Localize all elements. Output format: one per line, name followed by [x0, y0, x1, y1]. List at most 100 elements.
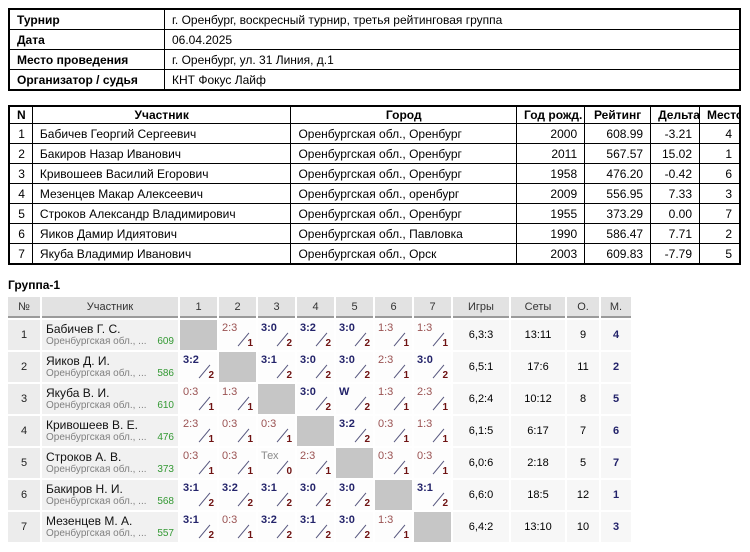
- match-points: 1: [208, 466, 214, 477]
- group-row-number: 1: [8, 320, 40, 350]
- participant-delta: 7.71: [650, 223, 701, 244]
- participants-column-header: Рейтинг: [584, 105, 652, 124]
- info-value: КНТ Фокус Лайф: [164, 69, 741, 91]
- table-row: 2 Бакиров Назар Иванович Оренбургская обл.…: [8, 143, 741, 164]
- group-participant-name: Бакиров Н. И.: [46, 482, 123, 496]
- match-score: 3:1: [183, 514, 199, 526]
- result-cell: 0:3 1: [180, 448, 217, 478]
- match-points: 1: [442, 466, 448, 477]
- participant-name: Яиков Дамир Идиятович: [31, 223, 292, 244]
- match-score: 1:3: [417, 418, 433, 430]
- group-participant-cell: Строков А. В. Оренбургская обл., ... 373: [42, 448, 178, 478]
- result-cell: 0:3 1: [180, 384, 217, 414]
- group-participant-region: Оренбургская обл., ...: [46, 368, 147, 379]
- self-match-cell: [375, 480, 412, 510]
- participant-city: Оренбургская обл., Оренбург: [290, 123, 518, 144]
- result-cell: 3:0 2: [297, 352, 334, 382]
- match-score: 0:3: [261, 418, 277, 430]
- result-cell: 1:3 1: [414, 416, 451, 446]
- participant-number: 4: [8, 183, 33, 204]
- table-row: 4 Мезенцев Макар Алексеевич Оренбургская о…: [8, 183, 741, 204]
- match-points: 2: [325, 338, 331, 349]
- group-row: 2 Яиков Д. И. Оренбургская обл., ... 586 3:2…: [8, 352, 631, 382]
- participant-rating: 556.95: [584, 183, 652, 204]
- participant-place: 5: [699, 243, 741, 265]
- self-match-cell: [297, 416, 334, 446]
- group-games-total: 6,2:4: [453, 384, 509, 414]
- participant-birth-year: 1958: [516, 163, 586, 184]
- group-sets-total: 13:11: [511, 320, 565, 350]
- participant-city: Оренбургская обл., Оренбург: [290, 163, 518, 184]
- match-points: 2: [364, 338, 370, 349]
- group-row: 7 Мезенцев М. А. Оренбургская обл., ... 557…: [8, 512, 631, 542]
- match-points: 2: [208, 498, 214, 509]
- result-cell: 3:2 2: [219, 480, 256, 510]
- participant-place: 6: [699, 163, 741, 184]
- match-points: 1: [208, 402, 214, 413]
- result-cell: 1:3 1: [219, 384, 256, 414]
- group-place: 6: [601, 416, 631, 446]
- table-row: 6 Яиков Дамир Идиятович Оренбургская обл.,…: [8, 223, 741, 244]
- match-points: 1: [403, 402, 409, 413]
- match-score: 0:3: [222, 418, 238, 430]
- result-cell: 3:0 2: [336, 320, 373, 350]
- result-cell: 0:3 1: [219, 512, 256, 542]
- match-points: 2: [325, 530, 331, 541]
- group-header: № Участник 1 2 3 4 5 6 7 Игры Сеты О. М.: [8, 297, 631, 318]
- participant-name: Бакиров Назар Иванович: [31, 143, 292, 164]
- participants-column-header: Город: [290, 105, 518, 124]
- match-points: 2: [286, 338, 292, 349]
- match-points: 2: [286, 498, 292, 509]
- match-points: 2: [286, 370, 292, 381]
- match-points: 2: [325, 370, 331, 381]
- result-cell: 2:3 1: [414, 384, 451, 414]
- group-participant-subline: Оренбургская обл., ... 586: [46, 368, 174, 380]
- participant-city: Оренбургская обл., Оренбург: [290, 203, 518, 224]
- participant-birth-year: 2009: [516, 183, 586, 204]
- match-score: 3:0: [417, 354, 433, 366]
- table-row: 7 Якуба Владимир Иванович Оренбургская обл…: [8, 243, 741, 265]
- group-sets-total: 17:6: [511, 352, 565, 382]
- match-score: 0:3: [222, 450, 238, 462]
- match-score: 3:1: [261, 354, 277, 366]
- match-score: 2:3: [300, 450, 316, 462]
- match-points: 1: [247, 434, 253, 445]
- result-cell: 2:3 1: [297, 448, 334, 478]
- self-match-cell: [180, 320, 217, 350]
- group-place: 7: [601, 448, 631, 478]
- participant-rating: 567.57: [584, 143, 652, 164]
- self-match-cell: [336, 448, 373, 478]
- match-points: 2: [364, 370, 370, 381]
- group-row: 1 Бабичев Г. С. Оренбургская обл., ... 609 2…: [8, 320, 631, 350]
- result-cell: 3:2 2: [180, 352, 217, 382]
- group-points-total: 11: [567, 352, 599, 382]
- group-row-number: 3: [8, 384, 40, 414]
- match-points: 2: [208, 530, 214, 541]
- match-score: 3:2: [300, 322, 316, 334]
- match-score: 3:0: [261, 322, 277, 334]
- participants-header: N Участник Город Год рожд. Рейтинг Дельта Мест…: [8, 105, 741, 124]
- group-row-number: 5: [8, 448, 40, 478]
- group-games-total: 6,4:2: [453, 512, 509, 542]
- match-score: 3:0: [300, 354, 316, 366]
- group-sets-total: 2:18: [511, 448, 565, 478]
- group-body: 1 Бабичев Г. С. Оренбургская обл., ... 609 2…: [8, 320, 631, 542]
- match-score: 2:3: [417, 386, 433, 398]
- group-results-table: № Участник 1 2 3 4 5 6 7 Игры Сеты О. М. 1 Бабичев Г.…: [6, 295, 633, 544]
- result-cell: 0:3 1: [375, 416, 412, 446]
- result-cell: 2:3 1: [180, 416, 217, 446]
- participant-rating: 608.99: [584, 123, 652, 144]
- group-sets-total: 6:17: [511, 416, 565, 446]
- match-score: 3:2: [222, 482, 238, 494]
- group-header-opponent-column: 5: [336, 297, 373, 318]
- table-row: 1 Бабичев Георгий Сергеевич Оренбургская о…: [8, 123, 741, 144]
- group-sets-total: 13:10: [511, 512, 565, 542]
- result-cell: Тех 0: [258, 448, 295, 478]
- participant-name: Якуба Владимир Иванович: [31, 243, 292, 265]
- participant-city: Оренбургская обл., Орск: [290, 243, 518, 265]
- participant-city: Оренбургская обл., оренбург: [290, 183, 518, 204]
- group-header-sets: Сеты: [511, 297, 565, 318]
- result-cell: 3:1 2: [297, 512, 334, 542]
- group-participant-cell: Кривошеев В. Е. Оренбургская обл., ... 476: [42, 416, 178, 446]
